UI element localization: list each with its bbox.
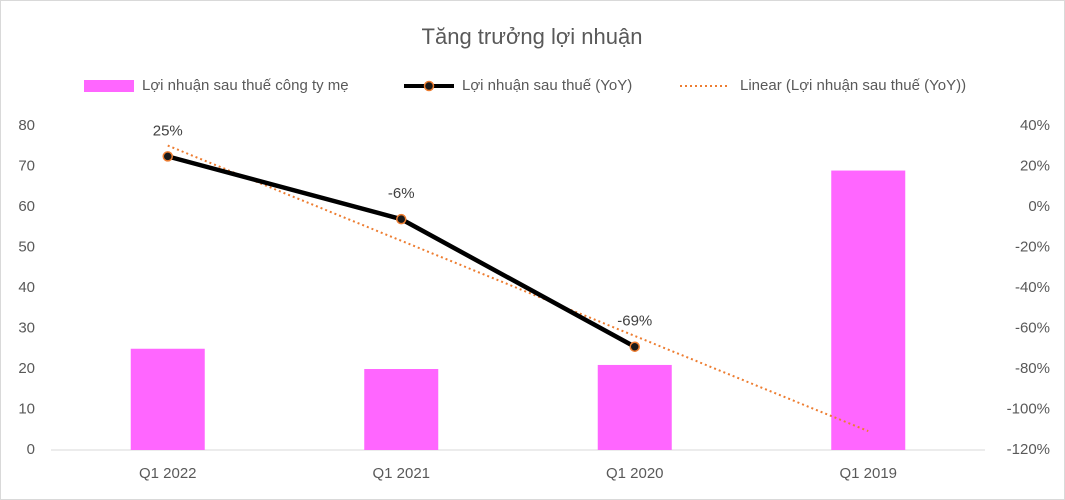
y-tick-label: 0: [27, 441, 35, 458]
bar: [597, 364, 672, 450]
y2-tick-label: 20%: [1020, 157, 1050, 174]
data-label: -69%: [617, 313, 652, 330]
y2-tick-label: -60%: [1015, 319, 1050, 336]
y-tick-label: 10: [18, 400, 35, 417]
bar: [831, 170, 906, 451]
legend-swatch: [84, 80, 134, 92]
y2-tick-label: -100%: [1007, 400, 1050, 417]
marker: [162, 151, 173, 162]
y2-tick-label: -120%: [1007, 441, 1050, 458]
data-label: 25%: [153, 122, 183, 139]
x-tick-label: Q1 2020: [606, 465, 664, 482]
y2-tick-label: -20%: [1015, 238, 1050, 255]
y-tick-label: 40: [18, 279, 35, 296]
y-tick-label: 50: [18, 238, 35, 255]
y-tick-label: 30: [18, 319, 35, 336]
legend-label: Lợi nhuận sau thuế (YoY): [462, 77, 632, 94]
y-tick-label: 80: [18, 117, 35, 134]
trendline: [167, 144, 869, 433]
y-tick-label: 60: [18, 198, 35, 215]
x-tick-label: Q1 2022: [139, 465, 197, 482]
y-tick-label: 20: [18, 360, 35, 377]
y2-tick-label: -80%: [1015, 360, 1050, 377]
legend-label: Linear (Lợi nhuận sau thuế (YoY)): [740, 77, 966, 94]
y2-tick-label: 40%: [1020, 117, 1050, 134]
y2-tick-label: 0%: [1028, 198, 1050, 215]
data-label: -6%: [388, 185, 415, 202]
y2-tick-label: -40%: [1015, 279, 1050, 296]
x-tick-label: Q1 2019: [839, 465, 897, 482]
x-tick-label: Q1 2021: [372, 465, 430, 482]
bar: [130, 348, 205, 450]
marker: [629, 341, 640, 352]
y-tick-label: 70: [18, 157, 35, 174]
chart-title: Tăng trưởng lợi nhuận: [422, 24, 643, 49]
legend-swatch: [423, 80, 435, 92]
bar: [364, 369, 439, 450]
marker: [396, 213, 407, 225]
legend-label: Lợi nhuận sau thuế công ty mẹ: [142, 77, 349, 94]
